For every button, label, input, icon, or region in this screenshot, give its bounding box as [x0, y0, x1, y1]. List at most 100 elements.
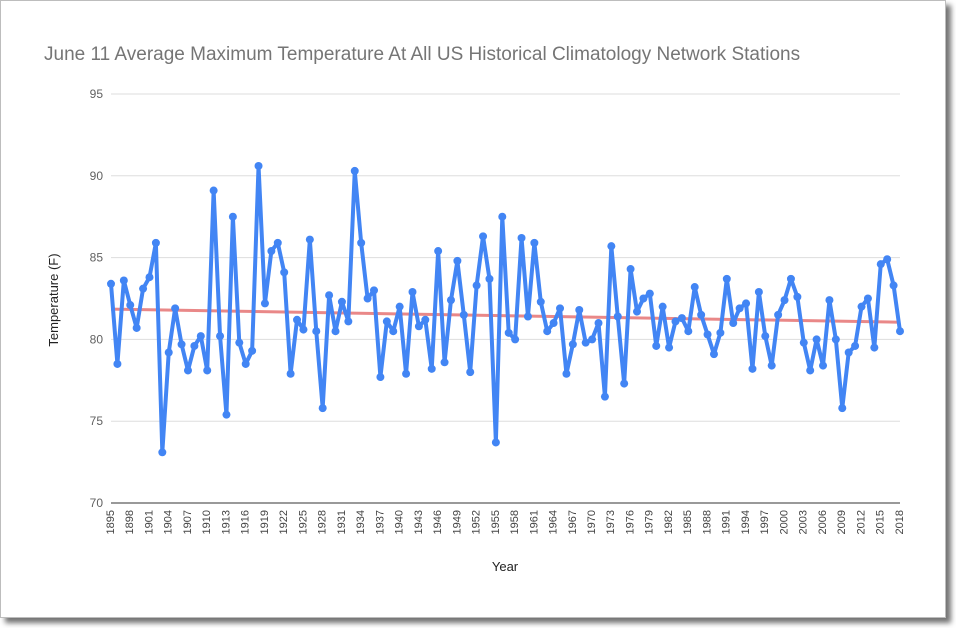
data-point — [607, 242, 616, 251]
data-point — [722, 274, 731, 283]
x-tick-label: 2012 — [855, 510, 867, 534]
data-point — [139, 284, 148, 293]
data-point — [819, 361, 828, 370]
data-point — [652, 341, 661, 350]
data-point — [844, 348, 853, 357]
data-point — [793, 292, 802, 301]
x-tick-label: 1946 — [432, 510, 444, 534]
data-point — [414, 322, 423, 331]
x-tick-label: 1982 — [663, 510, 675, 534]
data-point — [645, 289, 654, 298]
x-tick-label: 1931 — [336, 510, 348, 534]
data-point — [241, 359, 250, 368]
data-point — [491, 438, 500, 447]
data-point — [209, 186, 218, 195]
x-tick-label: 1961 — [528, 510, 540, 534]
data-point — [511, 335, 520, 344]
x-tick-label: 2015 — [875, 510, 887, 534]
data-point — [446, 296, 455, 305]
data-point — [254, 161, 263, 170]
data-point — [613, 312, 622, 321]
x-tick-label: 1964 — [548, 510, 560, 534]
y-axis-ticks: 70 75 80 85 90 95 — [90, 87, 104, 510]
data-point — [267, 247, 276, 256]
x-tick-label: 1958 — [509, 510, 521, 534]
data-point — [748, 364, 757, 373]
data-point — [280, 268, 289, 277]
data-point — [876, 260, 885, 269]
data-point — [870, 343, 879, 352]
data-point — [164, 348, 173, 357]
data-point — [376, 373, 385, 382]
data-point — [568, 340, 577, 349]
data-point — [260, 299, 269, 308]
data-point — [126, 301, 135, 310]
chart-title: June 11 Average Maximum Temperature At A… — [44, 44, 801, 65]
x-tick-label: 1895 — [105, 510, 117, 534]
data-point — [498, 212, 507, 221]
data-point — [299, 325, 308, 334]
data-point — [562, 369, 571, 378]
data-point — [119, 276, 128, 285]
x-tick-label: 1976 — [624, 510, 636, 534]
data-point — [113, 359, 122, 368]
x-tick-label: 1904 — [163, 510, 175, 534]
x-tick-label: 1943 — [413, 510, 425, 534]
data-point — [427, 364, 436, 373]
data-point — [684, 327, 693, 336]
data-point — [382, 317, 391, 326]
x-tick-label: 1937 — [374, 510, 386, 534]
data-point — [517, 233, 526, 242]
data-point — [472, 281, 481, 290]
data-point — [504, 328, 513, 337]
data-point — [331, 327, 340, 336]
data-point — [286, 369, 295, 378]
x-tick-label: 1979 — [644, 510, 656, 534]
data-point — [735, 304, 744, 313]
data-point — [889, 281, 898, 290]
data-point — [318, 404, 327, 413]
data-point — [633, 307, 641, 316]
data-point — [581, 338, 590, 347]
data-point — [434, 247, 443, 256]
data-point — [132, 323, 141, 332]
data-point — [479, 232, 488, 241]
data-point — [485, 274, 494, 283]
data-point — [171, 304, 180, 313]
data-point — [543, 327, 552, 336]
data-point — [222, 410, 231, 419]
data-point — [677, 314, 686, 323]
data-point — [838, 404, 847, 413]
data-point — [671, 317, 680, 326]
y-tick-label: 95 — [90, 87, 104, 101]
x-tick-label: 1928 — [317, 510, 329, 534]
data-point — [799, 338, 808, 347]
data-point — [851, 341, 860, 350]
data-point — [408, 287, 417, 296]
data-point — [183, 366, 192, 375]
data-point — [312, 327, 321, 336]
data-point — [665, 343, 674, 352]
x-tick-label: 1988 — [701, 510, 713, 534]
data-point — [658, 302, 667, 311]
data-point — [395, 302, 404, 311]
x-tick-label: 1934 — [355, 510, 367, 534]
data-point — [421, 315, 430, 324]
x-tick-label: 1901 — [143, 510, 155, 534]
data-point — [588, 335, 597, 344]
data-point — [639, 294, 648, 303]
x-tick-label: 1967 — [567, 510, 579, 534]
data-point — [151, 238, 160, 247]
x-tick-label: 1955 — [490, 510, 502, 534]
data-point — [549, 319, 558, 328]
data-point — [742, 299, 751, 308]
data-point — [812, 335, 821, 344]
data-point — [350, 166, 359, 175]
gridlines — [111, 93, 900, 504]
data-point — [754, 287, 763, 296]
data-point — [158, 448, 167, 457]
data-point — [863, 294, 872, 303]
data-point — [357, 238, 366, 247]
series-line — [109, 163, 902, 455]
data-point — [825, 296, 834, 305]
